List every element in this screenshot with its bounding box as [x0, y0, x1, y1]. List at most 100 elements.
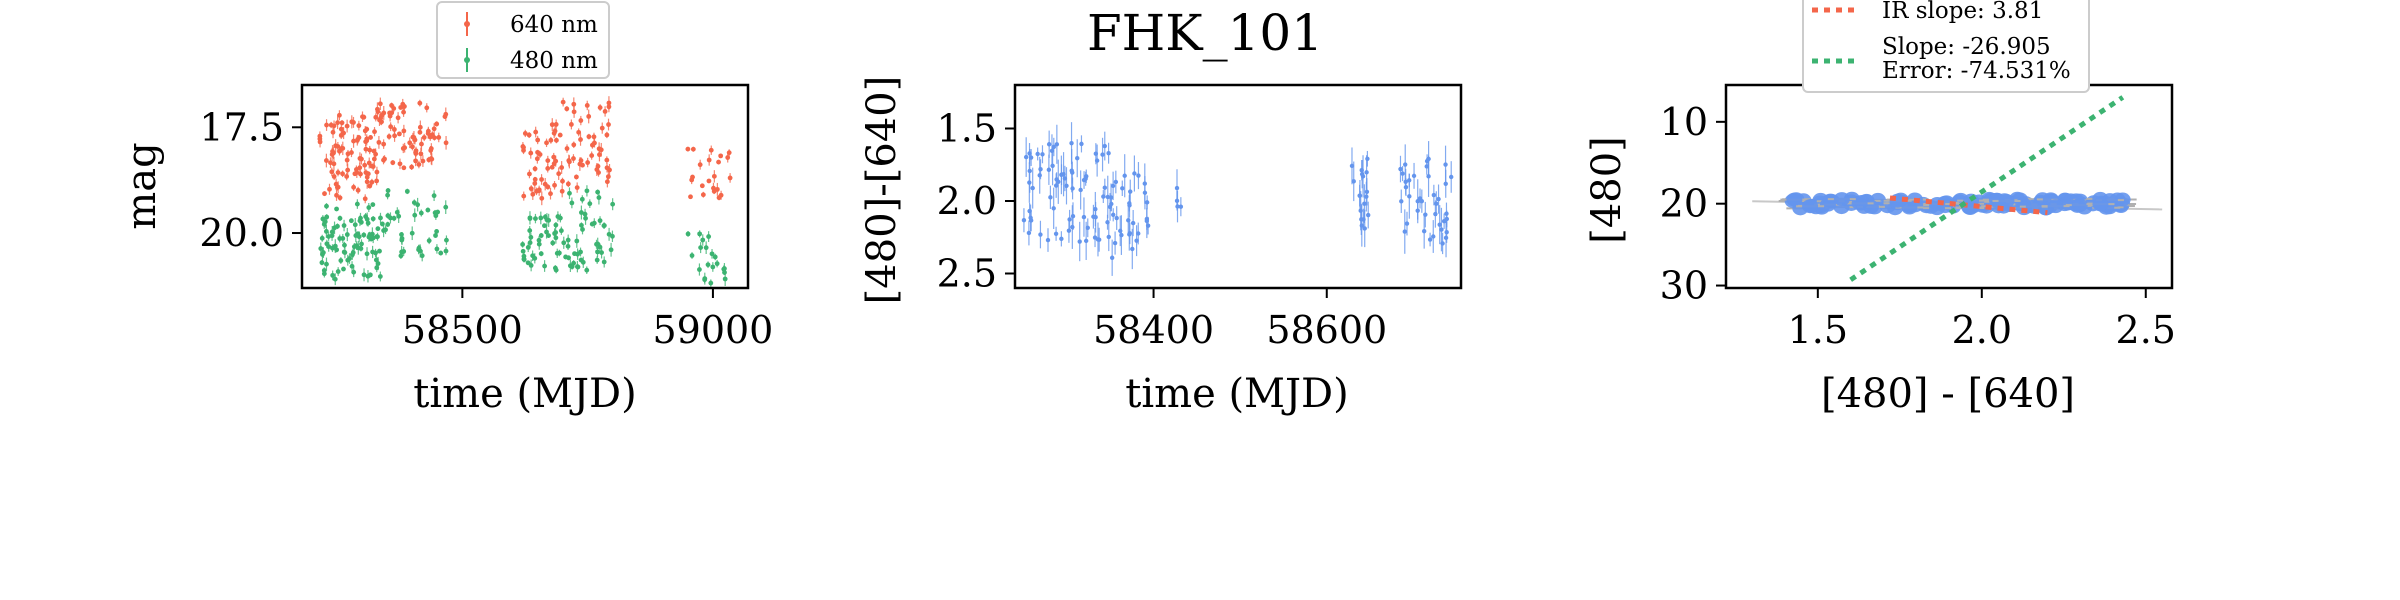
lightcurve-point [371, 148, 377, 154]
lightcurve-point [536, 237, 542, 243]
lightcurve-point [706, 157, 712, 163]
lightcurve-point [700, 237, 706, 243]
color-magnitude-legend: IR slope: 3.81 Slope: -26.905 Error: -74… [1802, 0, 2090, 93]
lightcurve-point [435, 209, 441, 215]
color-curve-xtick-label: 58600 [1266, 308, 1387, 352]
lightcurve-point [571, 156, 576, 161]
lightcurve-point [699, 183, 705, 189]
color-curve-point [1433, 211, 1438, 217]
lightcurve-point [565, 181, 571, 187]
lightcurve-point [716, 159, 721, 165]
lightcurve-point [569, 200, 575, 206]
color-curve-point [1175, 204, 1180, 209]
color-curve-point [1130, 246, 1135, 252]
lightcurve-point [727, 175, 733, 181]
lightcurve-point [587, 201, 593, 207]
lightcurve-point [538, 233, 544, 238]
lightcurve-point [319, 260, 325, 266]
color-curve-point [1070, 186, 1075, 191]
lightcurve-point [574, 238, 580, 244]
lightcurve-point [332, 225, 337, 231]
lightcurve-point [550, 240, 556, 246]
lightcurve-point [409, 230, 415, 236]
lightcurve-point [356, 135, 362, 140]
lightcurve-point [410, 144, 415, 150]
lightcurve-point [722, 276, 728, 282]
lightcurve-point [374, 169, 380, 175]
lightcurve-point [324, 122, 329, 128]
lightcurve-point [520, 242, 526, 247]
color-magnitude-xtick-label: 1.5 [1788, 308, 1848, 352]
lightcurve-point [341, 223, 347, 228]
color-curve-point [1134, 238, 1139, 243]
color-curve-point [1132, 171, 1137, 176]
color-magnitude-ytick-label: 30 [1660, 264, 1708, 308]
lightcurve-point [584, 267, 590, 273]
lightcurve-point [527, 240, 533, 246]
lightcurve-point [347, 256, 352, 261]
lightcurve-point [413, 158, 419, 164]
lightcurve-point [322, 191, 327, 197]
lightcurve-point [372, 129, 377, 135]
lightcurve-point [360, 114, 365, 120]
lightcurve-point [552, 182, 557, 188]
lightcurve-point [376, 139, 382, 145]
cmd-point [2092, 197, 2109, 212]
lightcurve-point [397, 131, 402, 137]
lightcurve-point [443, 111, 449, 117]
lightcurve-point [356, 234, 362, 240]
lightcurve-point [374, 265, 380, 271]
lightcurve-point [532, 255, 538, 261]
lightcurve-point [689, 253, 695, 258]
color-curve-point [1403, 185, 1409, 190]
lightcurve-point [364, 179, 370, 185]
lightcurve-point [584, 188, 590, 194]
lightcurve-point [337, 148, 342, 154]
color-curve-point [1077, 239, 1082, 244]
lightcurve-point [366, 234, 372, 240]
lightcurve-point [711, 173, 717, 179]
lightcurve-point [559, 165, 565, 170]
lightcurve-ylabel: mag [119, 142, 165, 229]
cmd-point [2047, 199, 2064, 214]
lightcurve-point [549, 122, 555, 128]
lightcurve-point [436, 135, 442, 140]
lightcurve-point [702, 277, 708, 283]
lightcurve-point [328, 122, 334, 128]
lightcurve-point [586, 134, 592, 140]
color-curve-point [1046, 142, 1052, 147]
lightcurve-point [326, 234, 332, 239]
lightcurve-point [712, 254, 718, 260]
lightcurve-point [385, 213, 391, 219]
lightcurve-point [520, 144, 526, 149]
lightcurve-point [580, 227, 585, 232]
lightcurve-ytick-label: 20.0 [199, 211, 284, 255]
lightcurve-point [366, 205, 372, 210]
cmd-point [1786, 192, 1803, 207]
lightcurve-point [344, 232, 350, 237]
lightcurve-point [578, 257, 584, 263]
lightcurve-point [711, 185, 716, 191]
lightcurve-point [525, 244, 531, 250]
color-curve-point [1419, 198, 1425, 204]
lightcurve-point [337, 195, 343, 201]
lightcurve-point [401, 128, 407, 134]
legend-640-marker [464, 21, 470, 27]
color-curve-point [1142, 190, 1148, 195]
lightcurve-point [578, 118, 584, 123]
color-curve-point [1081, 214, 1087, 220]
color-curve-point [1426, 174, 1431, 179]
color-curve-point [1431, 192, 1437, 198]
color-curve-point [1085, 225, 1090, 230]
lightcurve-point [418, 210, 424, 216]
lightcurve-point [576, 129, 582, 135]
lightcurve-point [417, 124, 423, 130]
lightcurve-point [399, 236, 405, 241]
lightcurve-point [415, 202, 421, 208]
lightcurve-point [560, 99, 566, 105]
lightcurve-point [533, 129, 539, 135]
legend-640-label: 640 nm [510, 12, 598, 38]
lightcurve-point [410, 134, 416, 140]
color-curve-point [1051, 206, 1056, 211]
color-curve-point [1144, 200, 1150, 205]
